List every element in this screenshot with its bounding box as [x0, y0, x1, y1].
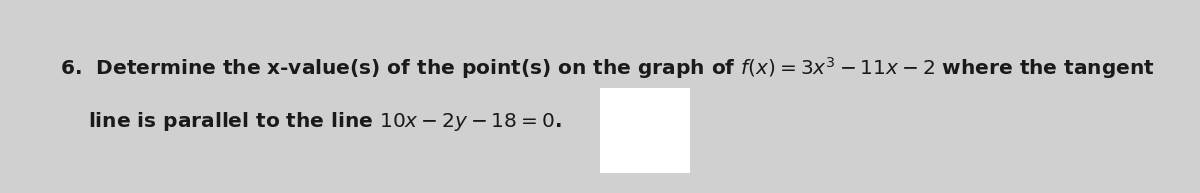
Bar [600, 88, 690, 173]
Text: 6.  Determine the x-value(s) of the point(s) on the graph of $f(x) = 3x^3 - 11x : 6. Determine the x-value(s) of the point… [60, 55, 1154, 81]
Text: line is parallel to the line $10x - 2y - 18 = 0$.: line is parallel to the line $10x - 2y -… [88, 110, 562, 133]
